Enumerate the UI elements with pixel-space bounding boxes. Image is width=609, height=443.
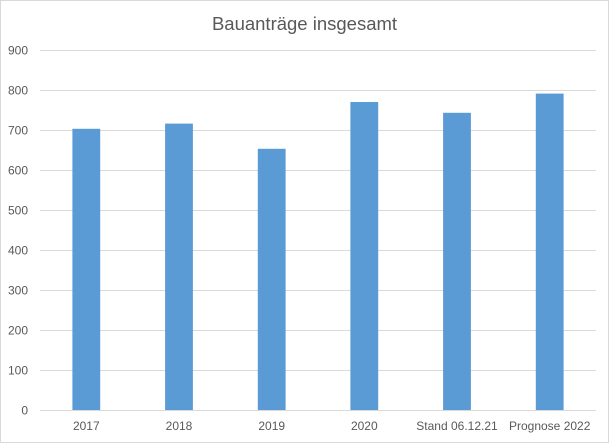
x-category-label: Stand 06.12.21 <box>416 419 498 433</box>
y-tick-label: 900 <box>8 44 28 58</box>
y-tick-label: 200 <box>8 324 28 338</box>
y-axis-tick-labels: 0 100 200 300 400 500 600 700 800 900 <box>8 44 28 418</box>
x-category-label: 2020 <box>351 419 378 433</box>
bars <box>72 93 564 411</box>
y-tick-label: 600 <box>8 164 28 178</box>
y-tick-label: 800 <box>8 84 28 98</box>
y-tick-label: 500 <box>8 204 28 218</box>
x-category-label: 2018 <box>166 419 193 433</box>
bar <box>535 93 564 410</box>
x-category-label: Prognose 2022 <box>509 419 591 433</box>
bar <box>165 123 193 410</box>
chart-title: Bauanträge insgesamt <box>211 13 398 34</box>
x-category-label: 2019 <box>258 419 285 433</box>
bar <box>443 112 471 411</box>
bar <box>257 148 286 411</box>
x-axis-category-labels: 2017 2018 2019 2020 Stand 06.12.21 Prognose 2… <box>73 419 591 433</box>
y-tick-label: 400 <box>8 244 28 258</box>
y-tick-label: 300 <box>8 284 28 298</box>
gridlines <box>40 50 596 411</box>
y-tick-label: 100 <box>8 364 28 378</box>
y-tick-label: 0 <box>21 404 28 418</box>
bar <box>72 128 101 411</box>
bar <box>350 102 379 410</box>
y-tick-label: 700 <box>8 124 28 138</box>
x-category-label: 2017 <box>73 419 100 433</box>
